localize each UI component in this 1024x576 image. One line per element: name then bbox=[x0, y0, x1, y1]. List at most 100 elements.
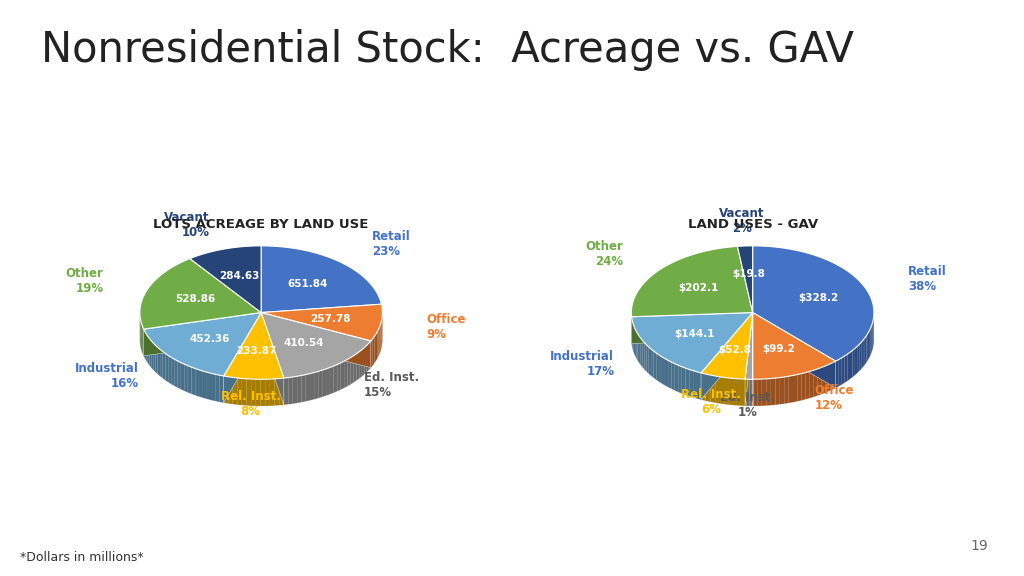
Polygon shape bbox=[232, 377, 238, 404]
Polygon shape bbox=[378, 329, 379, 358]
Polygon shape bbox=[260, 379, 265, 406]
Text: Office
12%: Office 12% bbox=[814, 384, 854, 412]
Polygon shape bbox=[261, 313, 284, 405]
Polygon shape bbox=[166, 354, 168, 382]
Polygon shape bbox=[223, 313, 284, 379]
Text: 19: 19 bbox=[971, 539, 988, 553]
Text: Industrial
16%: Industrial 16% bbox=[75, 362, 139, 389]
Polygon shape bbox=[154, 343, 156, 372]
Text: Vacant
2%: Vacant 2% bbox=[720, 207, 765, 234]
Polygon shape bbox=[737, 246, 753, 313]
Polygon shape bbox=[261, 313, 371, 378]
Text: $52.8: $52.8 bbox=[719, 345, 752, 355]
Polygon shape bbox=[344, 359, 347, 388]
Polygon shape bbox=[753, 313, 836, 388]
Polygon shape bbox=[753, 313, 836, 379]
Polygon shape bbox=[641, 338, 642, 367]
Polygon shape bbox=[753, 246, 873, 361]
Polygon shape bbox=[861, 340, 863, 369]
Polygon shape bbox=[261, 313, 371, 367]
Text: Other
24%: Other 24% bbox=[586, 240, 624, 268]
Polygon shape bbox=[642, 340, 644, 369]
Text: Office
9%: Office 9% bbox=[426, 313, 466, 341]
Polygon shape bbox=[242, 378, 247, 406]
Polygon shape bbox=[678, 365, 682, 393]
Polygon shape bbox=[814, 369, 817, 397]
Text: Ed. Inst.
1%: Ed. Inst. 1% bbox=[720, 391, 775, 419]
Polygon shape bbox=[379, 327, 380, 356]
Text: 452.36: 452.36 bbox=[189, 334, 230, 344]
Polygon shape bbox=[682, 367, 685, 395]
Polygon shape bbox=[745, 313, 753, 379]
Polygon shape bbox=[836, 359, 839, 388]
Polygon shape bbox=[857, 344, 859, 373]
Polygon shape bbox=[223, 376, 228, 403]
Polygon shape bbox=[753, 313, 836, 388]
Polygon shape bbox=[853, 348, 855, 377]
Polygon shape bbox=[757, 379, 762, 406]
Polygon shape bbox=[150, 339, 152, 367]
Polygon shape bbox=[334, 365, 337, 393]
Polygon shape bbox=[725, 377, 730, 405]
Polygon shape bbox=[740, 379, 745, 406]
Polygon shape bbox=[701, 313, 753, 400]
Polygon shape bbox=[855, 346, 857, 375]
Polygon shape bbox=[833, 361, 836, 389]
Text: 284.63: 284.63 bbox=[219, 271, 259, 281]
Polygon shape bbox=[845, 354, 848, 382]
Polygon shape bbox=[247, 379, 251, 406]
Text: Vacant
10%: Vacant 10% bbox=[164, 211, 210, 239]
Polygon shape bbox=[223, 313, 261, 403]
Polygon shape bbox=[668, 361, 672, 389]
Polygon shape bbox=[191, 367, 196, 395]
Polygon shape bbox=[762, 379, 766, 406]
Text: 410.54: 410.54 bbox=[284, 338, 325, 348]
Polygon shape bbox=[293, 376, 297, 404]
Text: 528.86: 528.86 bbox=[175, 294, 215, 305]
Polygon shape bbox=[752, 379, 753, 406]
Polygon shape bbox=[842, 356, 845, 384]
Polygon shape bbox=[359, 350, 361, 378]
Polygon shape bbox=[766, 378, 771, 406]
Text: 233.87: 233.87 bbox=[237, 346, 276, 356]
Polygon shape bbox=[632, 339, 873, 406]
Polygon shape bbox=[810, 370, 814, 398]
Polygon shape bbox=[817, 367, 821, 396]
Polygon shape bbox=[771, 378, 775, 405]
Polygon shape bbox=[656, 353, 659, 382]
Polygon shape bbox=[160, 350, 163, 378]
Polygon shape bbox=[261, 304, 382, 341]
Polygon shape bbox=[369, 341, 371, 370]
Polygon shape bbox=[314, 372, 318, 399]
Polygon shape bbox=[261, 313, 284, 405]
Polygon shape bbox=[866, 334, 867, 362]
Polygon shape bbox=[140, 259, 261, 329]
Polygon shape bbox=[144, 332, 146, 361]
Polygon shape bbox=[147, 336, 150, 365]
Polygon shape bbox=[301, 374, 306, 402]
Polygon shape bbox=[177, 361, 181, 389]
Polygon shape bbox=[848, 353, 850, 381]
Polygon shape bbox=[365, 346, 367, 374]
Polygon shape bbox=[289, 377, 293, 404]
Polygon shape bbox=[788, 376, 793, 403]
Text: 651.84: 651.84 bbox=[288, 279, 328, 289]
Polygon shape bbox=[662, 357, 665, 385]
Polygon shape bbox=[356, 352, 359, 380]
Polygon shape bbox=[156, 345, 158, 374]
Polygon shape bbox=[735, 378, 740, 406]
Polygon shape bbox=[798, 374, 802, 401]
Text: Rel. Inst.
6%: Rel. Inst. 6% bbox=[681, 388, 741, 416]
Polygon shape bbox=[274, 378, 280, 406]
Polygon shape bbox=[701, 373, 706, 401]
Text: $328.2: $328.2 bbox=[798, 293, 839, 304]
Polygon shape bbox=[265, 379, 270, 406]
Polygon shape bbox=[337, 363, 341, 391]
Polygon shape bbox=[839, 358, 842, 386]
Polygon shape bbox=[181, 362, 184, 391]
Polygon shape bbox=[850, 350, 853, 379]
Polygon shape bbox=[715, 376, 720, 403]
Polygon shape bbox=[146, 334, 147, 363]
Polygon shape bbox=[706, 374, 711, 401]
Text: Industrial
17%: Industrial 17% bbox=[550, 350, 614, 378]
